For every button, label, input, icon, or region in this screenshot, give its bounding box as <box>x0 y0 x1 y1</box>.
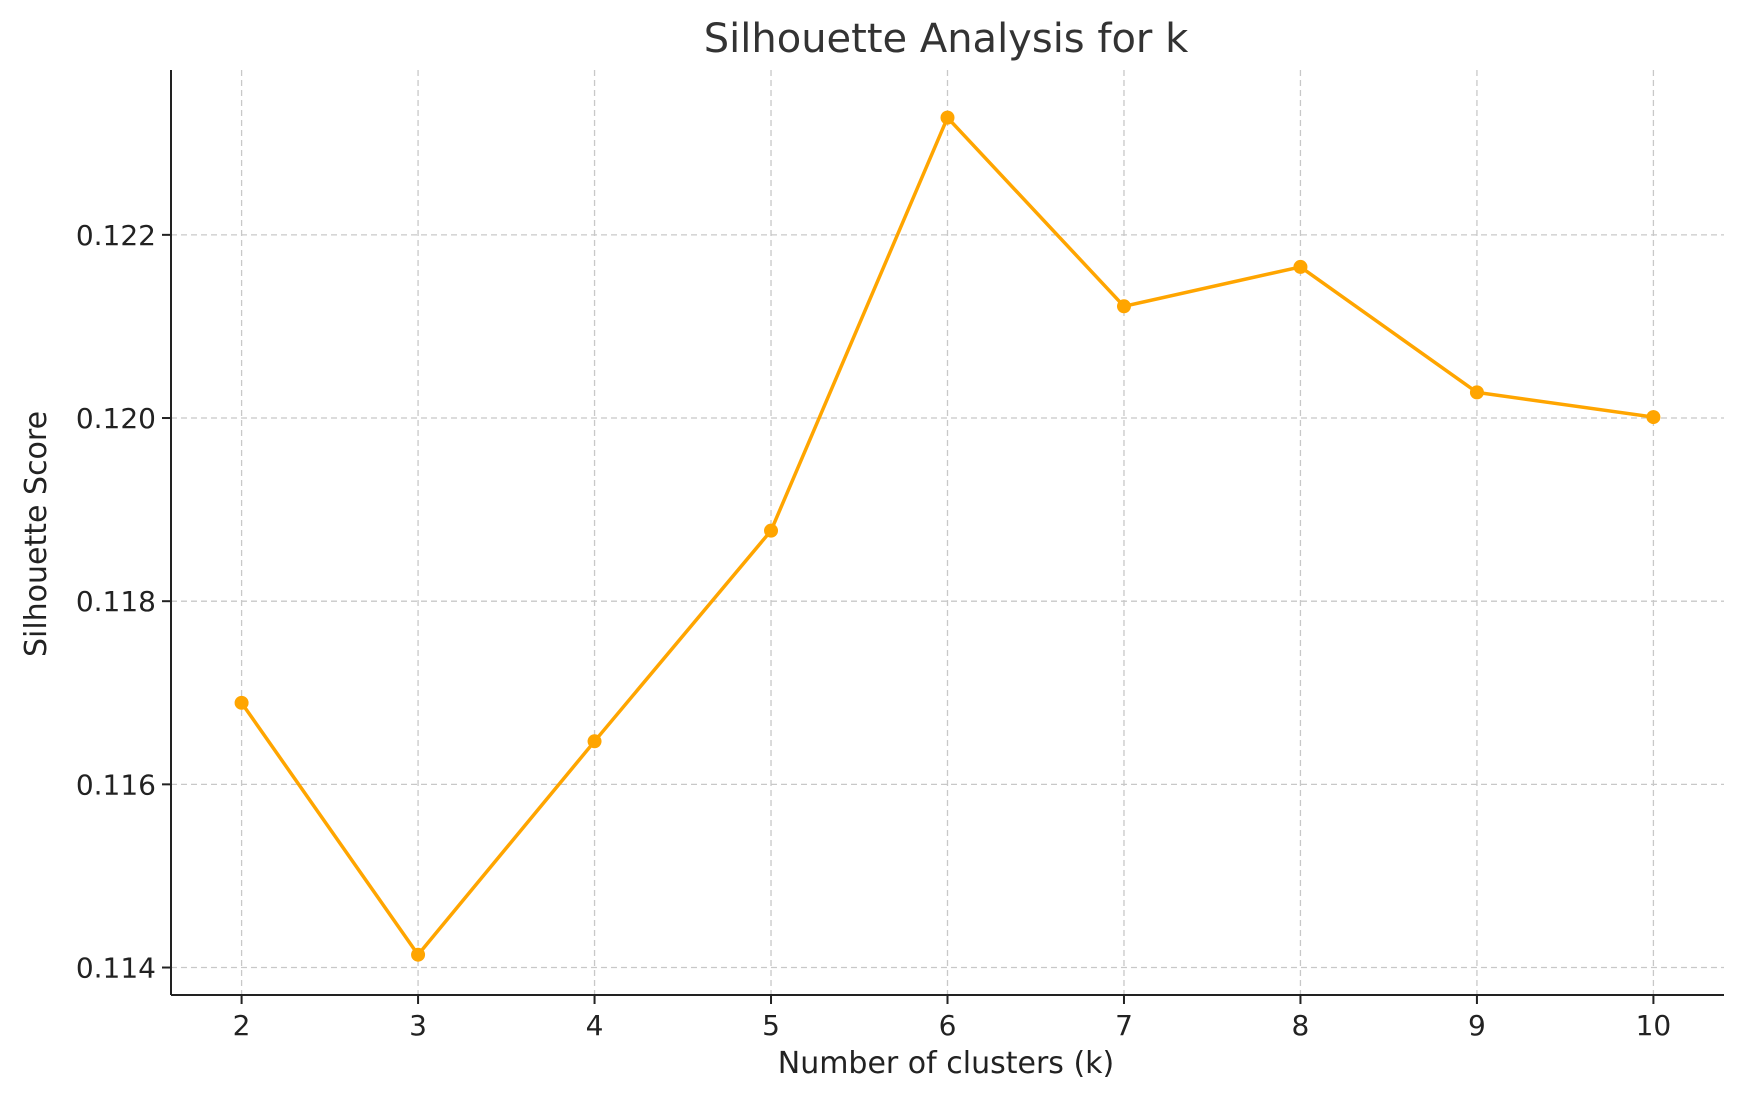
x-tick-label: 2 <box>233 1009 251 1042</box>
data-point <box>234 695 249 710</box>
data-point <box>940 110 955 125</box>
y-tick-label: 0.122 <box>76 219 156 252</box>
axis-ticks: 2 3 4 5 6 7 8 9 10 0.114 0.116 0.118 0.120 0.122 <box>76 219 1671 1042</box>
x-tick-label: 8 <box>1292 1009 1310 1042</box>
x-tick-label: 10 <box>1636 1009 1672 1042</box>
x-tick-label: 4 <box>586 1009 604 1042</box>
x-tick-label: 7 <box>1115 1009 1133 1042</box>
data-point <box>1116 299 1131 314</box>
grid-layer <box>171 70 1724 995</box>
x-tick-label: 6 <box>939 1009 957 1042</box>
data-point <box>587 734 602 749</box>
x-tick-label: 5 <box>762 1009 780 1042</box>
y-tick-label: 0.116 <box>76 768 156 801</box>
y-tick-label: 0.118 <box>76 585 156 618</box>
data-point <box>1293 259 1308 274</box>
chart-title: Silhouette Analysis for k <box>704 16 1189 62</box>
x-axis-label: Number of clusters (k) <box>778 1046 1114 1081</box>
x-tick-label: 9 <box>1468 1009 1486 1042</box>
y-tick-label: 0.120 <box>76 402 156 435</box>
series-layer <box>234 110 1661 962</box>
data-point <box>411 947 426 962</box>
data-point <box>1646 410 1661 425</box>
data-point <box>1469 385 1484 400</box>
y-axis-label: Silhouette Score <box>19 411 54 657</box>
data-point <box>764 523 779 538</box>
x-tick-label: 3 <box>409 1009 427 1042</box>
y-tick-label: 0.114 <box>76 952 156 985</box>
